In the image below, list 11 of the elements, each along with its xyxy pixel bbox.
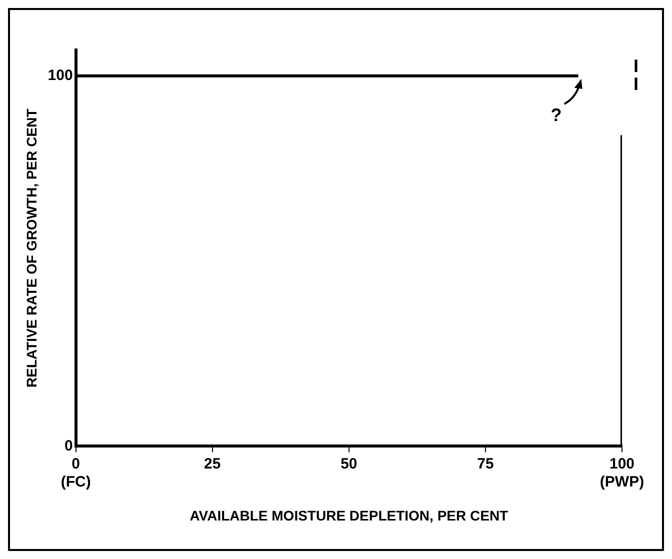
x-tick-label: 100 (PWP) (600, 455, 644, 490)
y-tick-label: 100 (48, 67, 73, 84)
x-tick-label: 25 (204, 455, 221, 472)
y-axis-title: RELATIVE RATE OF GROWTH, PER CENT (23, 108, 40, 388)
x-tick-label: 0 (FC) (60, 455, 91, 490)
x-tick-label: 50 (340, 455, 358, 472)
x-axis-title: AVAILABLE MOISTURE DEPLETION, PER CENT (190, 507, 509, 524)
annotation: ? (550, 104, 562, 125)
y-tick-label: 0 (64, 437, 73, 454)
x-tick-label: 75 (477, 455, 494, 472)
text: I I (633, 56, 639, 94)
